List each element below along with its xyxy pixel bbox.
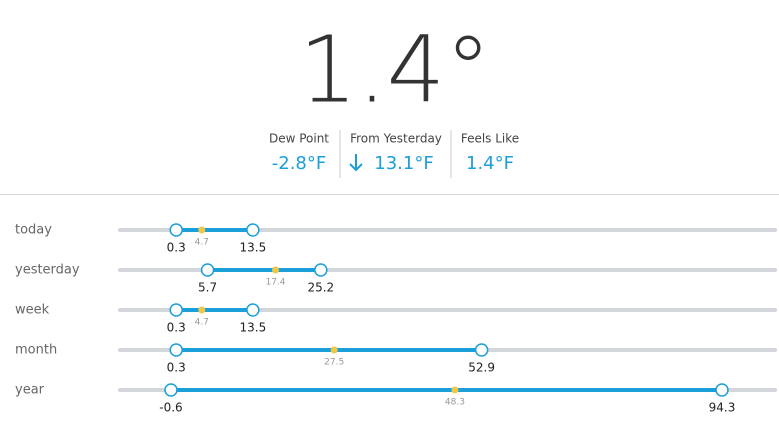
average-label: 27.5 xyxy=(324,358,344,368)
stat-label: Feels Like xyxy=(461,132,519,146)
current-temperature: 1.4° xyxy=(299,17,491,124)
average-label: 48.3 xyxy=(445,398,465,408)
down-arrow-icon xyxy=(349,154,363,172)
range-label: today xyxy=(15,223,52,238)
stat-value: 1.4°F xyxy=(466,153,514,174)
stat-value: 13.1°F xyxy=(374,153,433,174)
average-label: 4.7 xyxy=(195,318,209,328)
average-marker xyxy=(451,386,459,394)
range-label: week xyxy=(15,303,50,318)
high-label: 94.3 xyxy=(709,401,736,415)
low-label: 0.3 xyxy=(167,361,186,375)
stat-label: Dew Point xyxy=(269,132,329,146)
high-handle xyxy=(246,303,260,317)
average-label: 4.7 xyxy=(195,238,209,248)
high-handle xyxy=(314,263,328,277)
low-label: 0.3 xyxy=(167,241,186,255)
low-label: 5.7 xyxy=(198,281,217,295)
range-label: yesterday xyxy=(15,263,80,278)
high-label: 13.5 xyxy=(240,241,267,255)
high-handle xyxy=(246,223,260,237)
low-handle xyxy=(169,303,183,317)
average-label: 17.4 xyxy=(265,278,285,288)
stat-value: -2.8°F xyxy=(272,153,326,174)
stat-label: From Yesterday xyxy=(350,132,442,146)
high-label: 25.2 xyxy=(307,281,334,295)
low-handle xyxy=(164,383,178,397)
average-marker xyxy=(330,346,338,354)
average-marker xyxy=(198,226,206,234)
low-label: 0.3 xyxy=(167,321,186,335)
range-label: year xyxy=(15,383,45,398)
low-handle xyxy=(200,263,215,277)
high-handle xyxy=(474,343,489,357)
high-label: 13.5 xyxy=(240,321,267,335)
range-label: month xyxy=(15,343,57,358)
low-label: -0.6 xyxy=(159,401,182,415)
low-handle xyxy=(169,343,183,357)
low-handle xyxy=(169,223,183,237)
high-handle xyxy=(715,383,729,397)
average-marker xyxy=(272,266,280,274)
high-label: 52.9 xyxy=(468,361,495,375)
average-marker xyxy=(198,306,206,314)
